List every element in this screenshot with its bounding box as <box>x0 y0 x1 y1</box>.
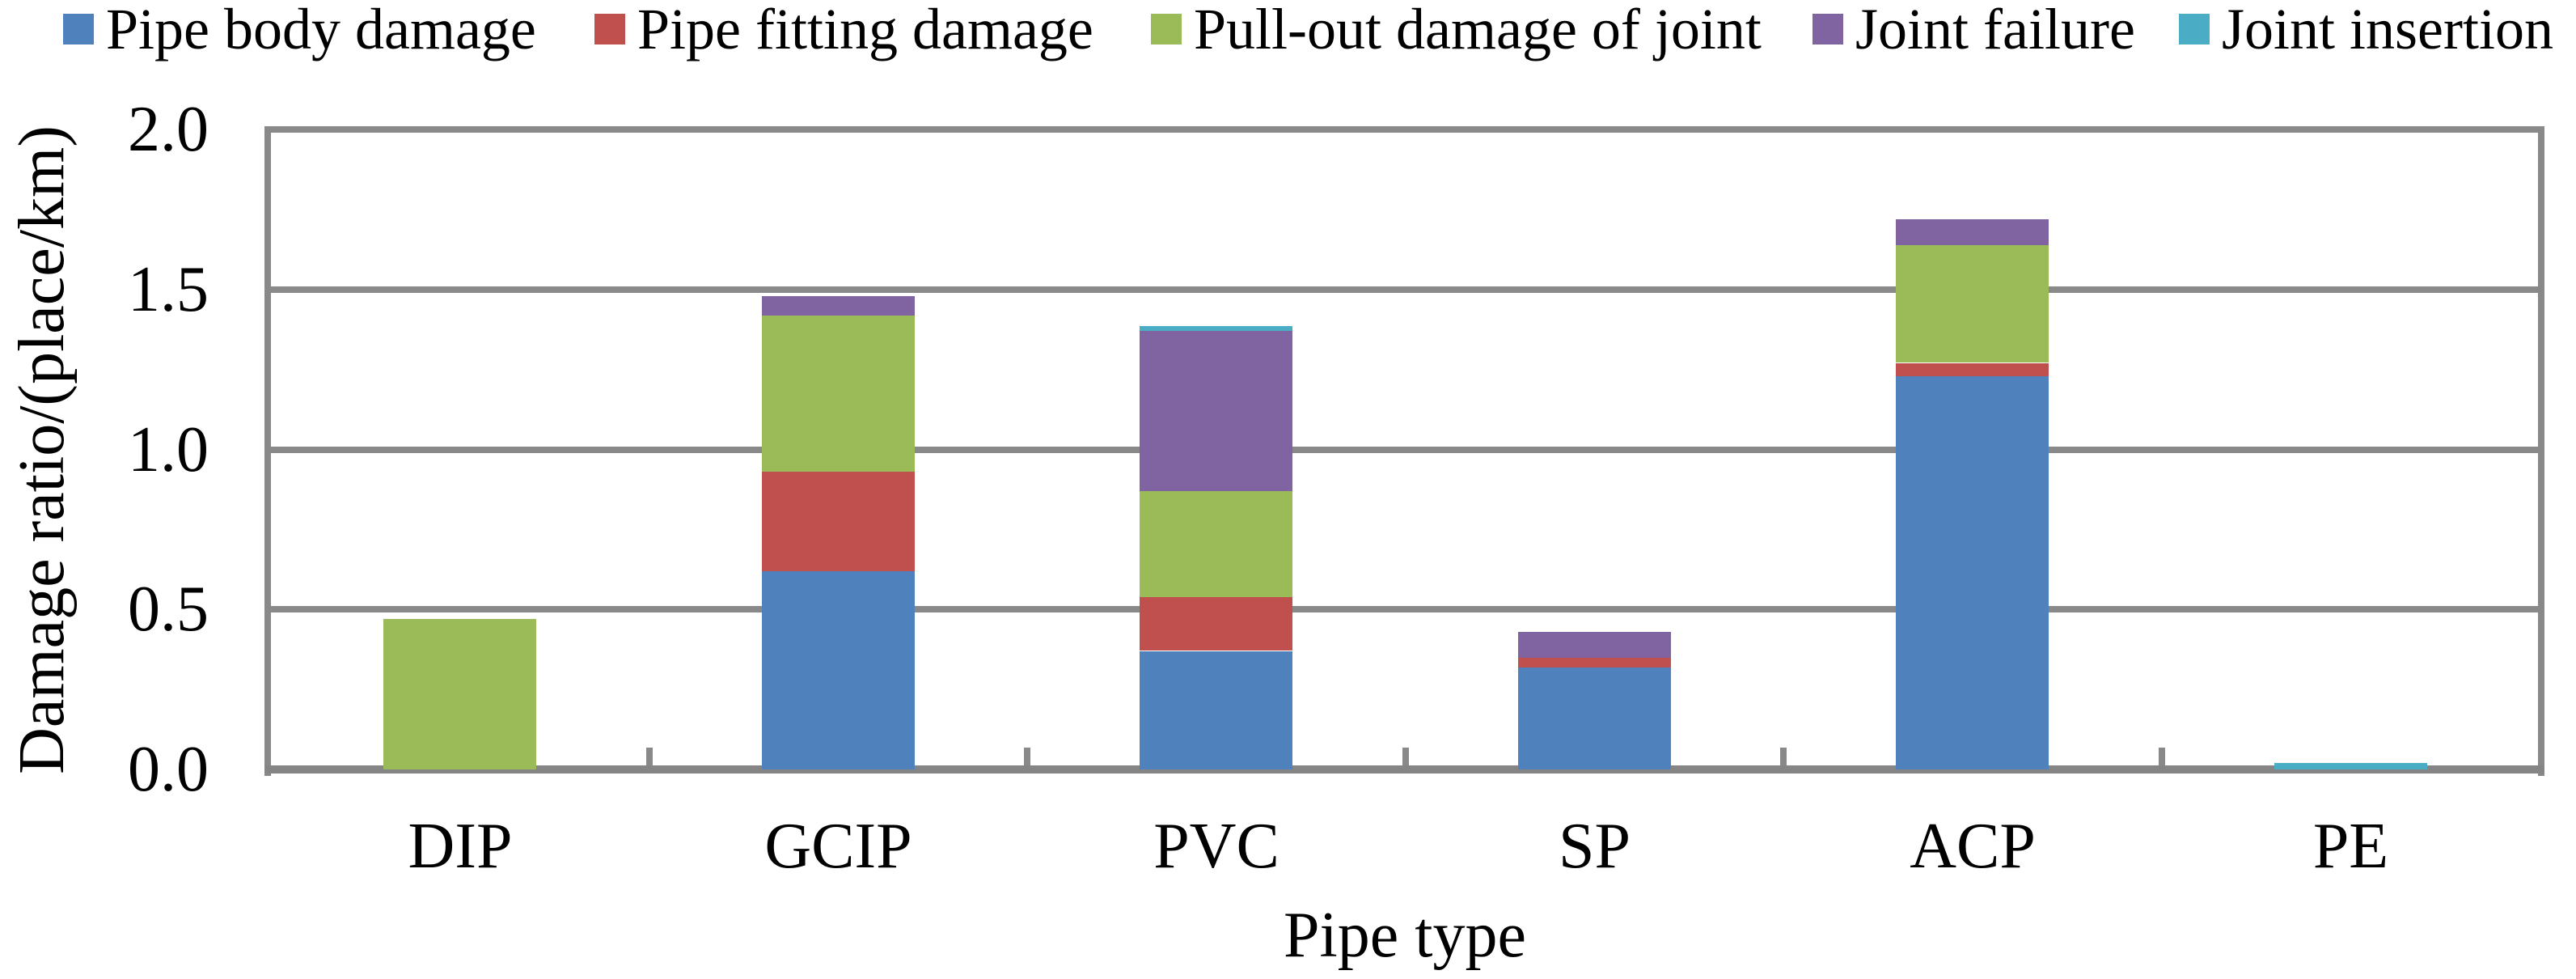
x-category-label: GCIP <box>764 811 912 882</box>
x-category-label: PVC <box>1153 811 1280 882</box>
x-axis-tick <box>1024 748 1030 765</box>
legend-swatch-icon <box>1151 14 1182 44</box>
x-category-label: SP <box>1559 811 1631 882</box>
major-gridline <box>271 606 2540 613</box>
x-axis-title: Pipe type <box>1284 900 1526 971</box>
bar-segment <box>2274 763 2427 769</box>
bar-segment <box>1518 632 1671 658</box>
x-axis-tick <box>2158 748 2165 765</box>
major-gridline <box>271 286 2540 293</box>
legend-swatch-icon <box>63 14 94 44</box>
x-axis-tick <box>1780 748 1787 765</box>
legend-label: Pipe fitting damage <box>637 0 1093 61</box>
legend-item: Pull-out damage of joint <box>1151 0 1762 61</box>
plot-border-top <box>264 126 2544 133</box>
legend-item: Joint insertion <box>2179 0 2553 61</box>
y-tick-label: 1.0 <box>128 413 209 485</box>
x-category-label: PE <box>2312 811 2389 882</box>
bar-segment <box>1518 658 1671 668</box>
legend-swatch-icon <box>594 14 625 44</box>
bar-segment <box>1140 651 1292 769</box>
bar-segment <box>762 296 915 316</box>
y-tick-label: 2.0 <box>128 94 209 165</box>
bar-segment <box>1896 376 2049 769</box>
legend-item: Joint failure <box>1813 0 2135 61</box>
legend-label: Pull-out damage of joint <box>1194 0 1762 61</box>
y-tick-label: 0.0 <box>128 734 209 805</box>
x-axis-tick <box>645 748 653 765</box>
bar-segment <box>762 571 915 769</box>
x-category-label: ACP <box>1910 811 2036 882</box>
bar-segment <box>1896 244 2049 362</box>
major-gridline <box>271 446 2540 453</box>
bar-segment <box>1140 491 1292 597</box>
bar-segment <box>1140 326 1292 331</box>
bar-segment <box>1140 331 1292 491</box>
plot-border-right <box>2538 126 2544 776</box>
y-tick-label: 0.5 <box>128 574 209 646</box>
x-axis-line <box>264 765 2544 773</box>
legend-label: Joint insertion <box>2222 0 2553 61</box>
legend-item: Pipe fitting damage <box>594 0 1093 61</box>
bar-segment <box>1896 363 2049 376</box>
legend-label: Pipe body damage <box>106 0 536 61</box>
legend-swatch-icon <box>1813 14 1843 44</box>
x-axis-tick <box>1402 748 1409 765</box>
legend-swatch-icon <box>2179 14 2210 44</box>
bar-segment <box>1140 596 1292 651</box>
legend-item: Pipe body damage <box>63 0 536 61</box>
x-category-label: DIP <box>408 811 513 882</box>
y-tick-label: 1.5 <box>128 253 209 325</box>
bar-segment <box>762 472 915 571</box>
bar-segment <box>1518 667 1671 769</box>
bar-segment <box>1896 219 2049 245</box>
bar-segment <box>383 619 536 769</box>
legend-label: Joint failure <box>1855 0 2135 61</box>
bar-segment <box>762 315 915 472</box>
plot-border-left <box>264 126 271 776</box>
